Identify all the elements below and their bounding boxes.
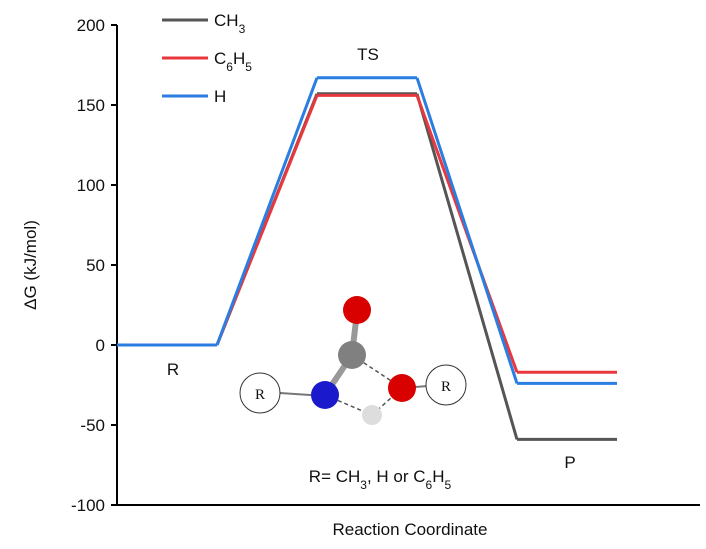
- chart: R R R= CH3, H or C6H5 Reaction Coordinat…: [0, 0, 706, 544]
- stage-label: R: [167, 360, 179, 379]
- legend-label: C6H5: [214, 49, 252, 74]
- y-axis-label: ΔG (kJ/mol): [21, 220, 40, 310]
- connector: [217, 78, 317, 345]
- y-tick-label: -100: [71, 496, 105, 515]
- oxygen-atom: [343, 296, 371, 324]
- substituent-label: R: [441, 379, 451, 395]
- legend-label: CH3: [214, 11, 246, 36]
- y-tick-label: 0: [96, 336, 105, 355]
- oxygen-atom: [388, 374, 416, 402]
- hydrogen-atom: [362, 405, 382, 425]
- annotation: R= CH3, H or C6H5: [309, 467, 452, 492]
- y-tick-label: 50: [86, 256, 105, 275]
- legend-label: H: [214, 87, 226, 106]
- stage-label: TS: [357, 45, 379, 64]
- molecule-diagram: R R: [240, 296, 466, 425]
- x-axis-label: Reaction Coordinate: [333, 520, 488, 539]
- y-tick-label: -50: [80, 416, 105, 435]
- carbon-atom: [338, 341, 366, 369]
- substituent-label: R: [255, 387, 265, 403]
- y-tick-label: 100: [77, 176, 105, 195]
- y-tick-label: 150: [77, 96, 105, 115]
- stage-label: P: [564, 453, 575, 472]
- nitrogen-atom: [311, 381, 339, 409]
- y-tick-label: 200: [77, 16, 105, 35]
- connector: [417, 78, 517, 384]
